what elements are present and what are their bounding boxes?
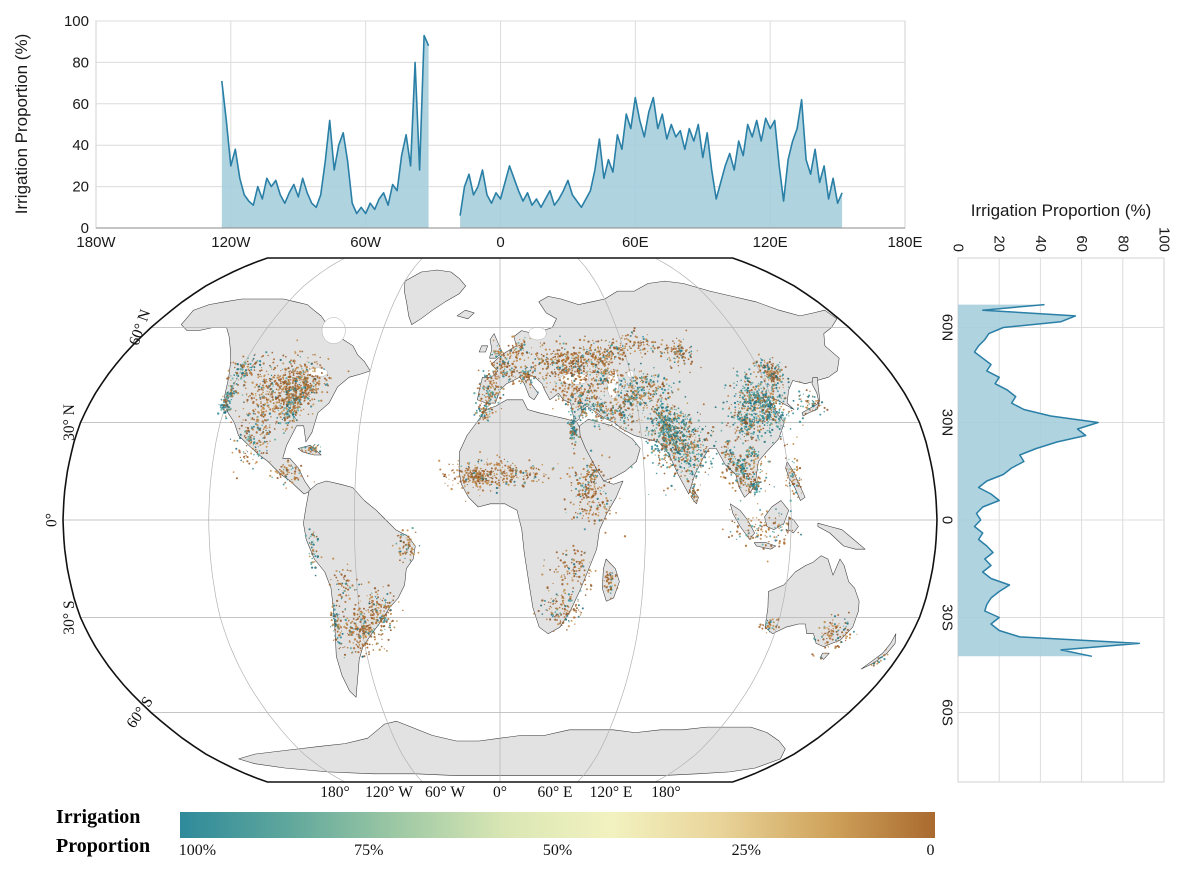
- legend-tick: 75%: [354, 842, 384, 859]
- legend-title-line1: Irrigation: [56, 806, 141, 828]
- sea: [528, 326, 547, 341]
- landmass: [478, 345, 488, 353]
- map-latitude-label: 0°: [44, 513, 61, 527]
- legend-tick: 50%: [542, 842, 573, 859]
- top-x-tick-label: 0: [496, 234, 504, 251]
- right-lat-tick-label: 60N: [939, 314, 956, 342]
- landmass: [238, 720, 786, 776]
- map-longitude-label: 60° W: [425, 784, 465, 801]
- legend-colorbar: [180, 812, 935, 838]
- top-x-tick-label: 60W: [350, 234, 382, 251]
- legend-title: Irrigation Proportion: [56, 803, 186, 861]
- map-longitude-label: 60° E: [537, 784, 572, 801]
- latitude-profile-area: [958, 303, 1141, 658]
- landmass: [753, 542, 777, 550]
- landmass: [456, 309, 475, 320]
- map-latitude-label: 30° S: [61, 600, 78, 634]
- graticule: [63, 257, 937, 783]
- landmass: [764, 500, 789, 530]
- legend-tick: 25%: [731, 842, 761, 859]
- top-x-tick-label: 120W: [211, 234, 251, 251]
- right-value-tick-label: 40: [1032, 235, 1049, 252]
- right-chart-title: Irrigation Proportion (%): [970, 201, 1152, 220]
- landmass: [820, 652, 830, 660]
- top-x-tick-label: 180W: [76, 234, 116, 251]
- right-value-tick-label: 20: [991, 235, 1008, 252]
- top-x-tick-label: 60E: [622, 234, 649, 251]
- irrigation-dots: [217, 327, 889, 667]
- landmass: [817, 522, 866, 550]
- top-y-tick-label: 20: [72, 179, 89, 196]
- top-tick-labels: 0 20 40 60 80 100 180W 120W 60W 0 60E 120E 180E: [64, 13, 923, 251]
- top-y-tick-label: 80: [72, 54, 89, 71]
- sea: [321, 317, 346, 344]
- right-lat-tick-label: 30N: [939, 409, 956, 437]
- map-boundary: [62, 257, 938, 783]
- right-value-tick-label: 100: [1156, 227, 1173, 252]
- map-longitude-label: 180°: [651, 784, 680, 801]
- map-longitude-label: 120° E: [590, 784, 633, 801]
- right-lat-tick-label: 0: [939, 516, 956, 524]
- landmass: [404, 269, 466, 325]
- top-x-tick-label: 120E: [753, 234, 788, 251]
- right-value-tick-label: 0: [950, 244, 967, 252]
- map-latitude-label: 30° N: [61, 404, 78, 441]
- top-y-tick-label: 60: [72, 96, 89, 113]
- top-chart-y-axis-title: Irrigation Proportion (%): [12, 33, 31, 215]
- inland-seas: [307, 317, 635, 399]
- longitude-profile-area: [221, 34, 843, 228]
- map-longitude-label: 180°: [320, 784, 349, 801]
- right-lat-tick-label: 30S: [939, 604, 956, 631]
- legend-tick: 100%: [178, 842, 217, 859]
- map-longitude-label: 120° W: [365, 784, 413, 801]
- landmass: [579, 419, 641, 482]
- top-y-tick-label: 40: [72, 137, 89, 154]
- top-y-tick-label: 100: [64, 13, 89, 30]
- landmass: [860, 633, 897, 670]
- legend-tick: 0: [926, 842, 935, 859]
- right-lat-tick-label: 60S: [939, 699, 956, 726]
- right-tick-labels: 0 20 40 60 80 100 60N 30N 0 30S 60S: [939, 227, 1173, 726]
- right-value-tick-label: 80: [1114, 235, 1131, 252]
- landmass: [303, 480, 416, 698]
- right-value-tick-label: 60: [1073, 235, 1090, 252]
- top-y-tick-label: 0: [81, 220, 89, 237]
- top-x-tick-label: 180E: [887, 234, 922, 251]
- legend-title-line2: Proportion: [56, 835, 151, 857]
- map-longitude-label: 0°: [493, 784, 507, 801]
